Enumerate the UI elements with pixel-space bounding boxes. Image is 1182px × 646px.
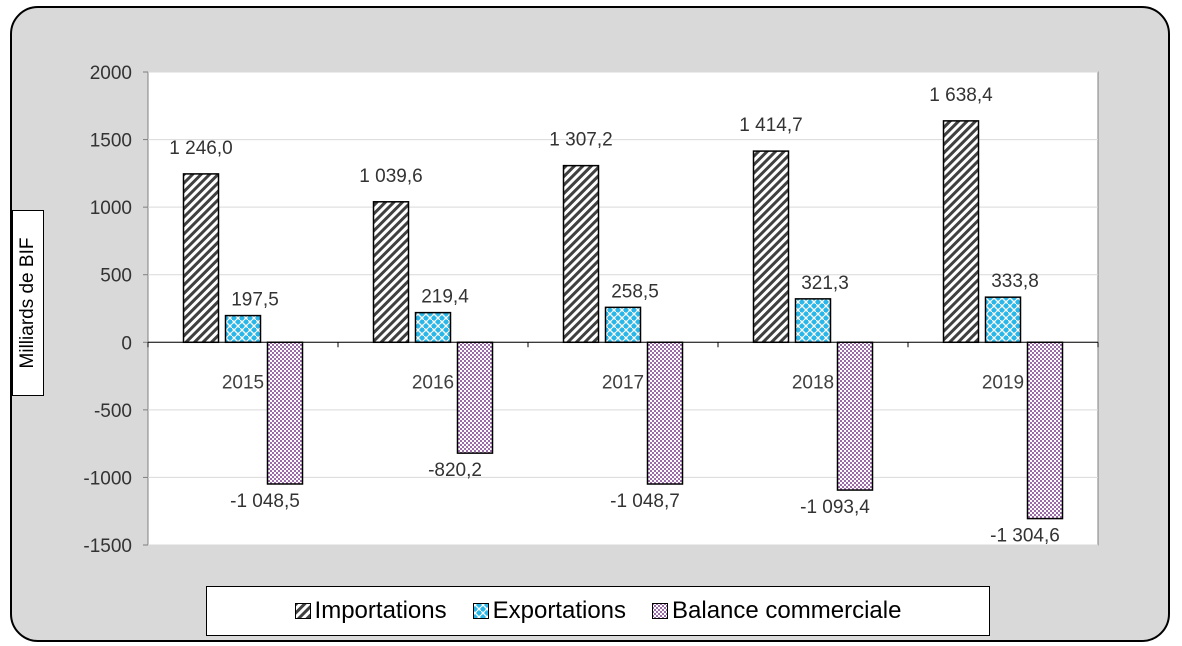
bar-importations — [942, 120, 980, 344]
legend-swatch-exportations — [472, 603, 489, 619]
x-category-label: 2017 — [602, 372, 644, 393]
bar-importations — [182, 173, 220, 344]
bar-importations — [372, 201, 410, 344]
legend-item-exportations: Exportations — [472, 597, 627, 625]
y-tick-label: 1000 — [90, 198, 132, 219]
y-axis-title-box: Milliards de BIF — [12, 210, 44, 396]
x-category-label: 2015 — [222, 372, 264, 393]
legend-label-importations: Importations — [314, 597, 447, 624]
bar-exportations — [414, 311, 452, 344]
data-label: 1 414,7 — [739, 115, 802, 136]
y-axis-ticks: 2000 1500 1000 500 0 -500 -1000 -1500 — [83, 63, 132, 557]
legend-swatch-importations — [294, 603, 311, 619]
y-axis-title: Milliards de BIF — [17, 237, 38, 369]
x-category-label: 2019 — [982, 372, 1024, 393]
legend: Importations Exportations Balance commer… — [206, 586, 990, 636]
data-labels: 1 246,0 1 039,6 1 307,2 1 414,7 1 638,4 197,5… — [169, 85, 1060, 547]
y-tick-label: -1500 — [83, 536, 132, 557]
bar-exportations — [224, 314, 262, 344]
bars — [182, 120, 1064, 520]
data-label: 1 039,6 — [359, 166, 422, 187]
y-tick-label: -1000 — [83, 468, 132, 489]
bar-importations — [562, 164, 600, 344]
bar-balance — [836, 341, 874, 491]
bar-exportations — [794, 298, 832, 344]
data-label: -1 093,4 — [800, 497, 870, 518]
data-label: 321,3 — [801, 273, 849, 294]
data-label: -1 304,6 — [990, 526, 1060, 547]
y-tick-label: -500 — [94, 401, 132, 422]
bar-balance — [456, 341, 494, 454]
data-label: 219,4 — [421, 287, 469, 308]
legend-label-exportations: Exportations — [492, 597, 627, 624]
data-label: 1 246,0 — [169, 138, 232, 159]
bar-importations — [752, 150, 790, 344]
data-label: 333,8 — [991, 271, 1039, 292]
y-tick-label: 0 — [121, 333, 132, 354]
y-tick-label: 500 — [100, 266, 132, 287]
data-label: 1 638,4 — [929, 85, 993, 106]
y-tick-label: 1500 — [90, 131, 132, 152]
data-label: -1 048,7 — [610, 491, 680, 512]
data-label: -1 048,5 — [230, 491, 300, 512]
x-category-label: 2018 — [792, 372, 834, 393]
bar-balance — [266, 341, 304, 485]
x-category-label: 2016 — [412, 372, 454, 393]
bar-balance — [646, 341, 684, 485]
legend-item-importations: Importations — [294, 597, 447, 625]
legend-item-balance: Balance commerciale — [652, 597, 901, 625]
data-label: 258,5 — [611, 281, 659, 302]
data-label: 1 307,2 — [549, 130, 612, 151]
legend-swatch-balance — [652, 603, 669, 619]
bar-balance — [1026, 341, 1064, 520]
data-label: -820,2 — [428, 460, 482, 481]
legend-label-balance: Balance commerciale — [672, 597, 902, 624]
y-tick-label: 2000 — [90, 63, 132, 84]
category-labels: 2015 2016 2017 2018 2019 — [222, 372, 1024, 393]
bar-exportations — [604, 306, 642, 344]
bar-exportations — [984, 296, 1022, 344]
data-label: 197,5 — [231, 290, 279, 311]
zero-axis — [147, 341, 1099, 348]
